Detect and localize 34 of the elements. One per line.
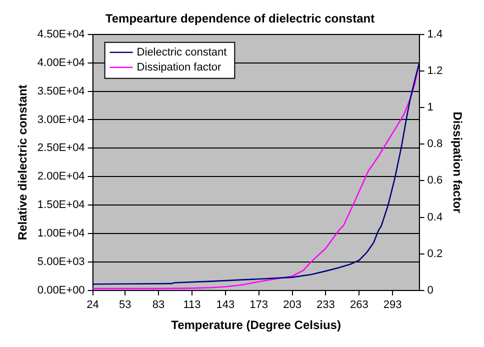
y2-tick-label: 0.6	[427, 174, 443, 187]
x-tick-label: 143	[216, 299, 235, 312]
x-axis-title: Temperature (Degree Celsius)	[171, 318, 341, 332]
x-tick-label: 263	[350, 299, 368, 312]
y-tick-label: 3.50E+04	[37, 85, 85, 98]
y-tick-label: 1.00E+04	[37, 228, 85, 240]
y2-tick-label: 0	[427, 284, 434, 296]
y2-axis-title: Dissipation factor	[450, 112, 464, 214]
x-tick-label: 53	[118, 299, 132, 312]
y-tick-label: 0.00E+00	[37, 284, 85, 296]
y2-tick-label: 0.8	[427, 138, 443, 150]
x-tick-label: 113	[183, 299, 201, 312]
y2-tick-label: 1	[427, 102, 434, 114]
x-tick-label: 24	[86, 299, 99, 312]
y-tick-label: 1.50E+04	[37, 199, 85, 212]
legend-label: Dielectric constant	[136, 46, 227, 58]
x-tick-label: 203	[283, 299, 302, 312]
y-tick-label: 4.50E+04	[37, 28, 85, 40]
chart-title: Tempearture dependence of dielectric constant	[105, 12, 375, 26]
y2-tick-label: 0.4	[427, 211, 443, 224]
y2-tick-label: 1.2	[427, 65, 443, 78]
y-tick-label: 3.00E+04	[37, 114, 85, 126]
x-tick-label: 293	[383, 299, 402, 312]
y-tick-label: 2.50E+04	[37, 142, 85, 154]
y-tick-label: 2.00E+04	[37, 170, 85, 183]
y-tick-label: 4.00E+04	[37, 56, 85, 69]
x-tick-label: 233	[316, 299, 335, 312]
x-tick-label: 83	[152, 299, 165, 312]
legend-label: Dissipation factor	[136, 61, 222, 74]
x-tick-label: 173	[250, 299, 268, 312]
y-tick-label: 5.00E+03	[37, 256, 85, 268]
y-axis-title: Relative dielectric constant	[16, 84, 30, 240]
y2-tick-label: 0.2	[427, 248, 443, 260]
y2-tick-label: 1.4	[427, 28, 443, 40]
